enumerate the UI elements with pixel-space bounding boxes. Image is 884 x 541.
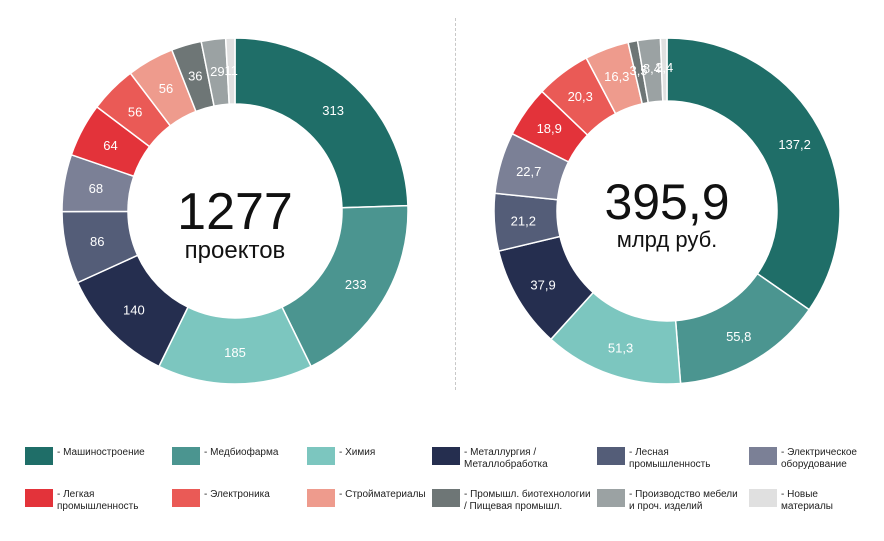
legend-swatch — [749, 447, 777, 465]
legend-label: - Лесная промышленность — [629, 447, 711, 470]
legend-label: - Машиностроение — [57, 447, 145, 458]
legend-swatch — [307, 489, 335, 507]
slice-label-0: 313 — [322, 103, 344, 118]
slice-label-1: 55,8 — [726, 329, 751, 344]
slice-label-4: 21,2 — [511, 213, 536, 228]
slice-label-8: 56 — [159, 81, 173, 96]
legend-label: - Электроника — [204, 489, 270, 500]
legend-swatch — [25, 489, 53, 507]
chart-divider — [455, 18, 456, 390]
legend-item: - Машиностроение — [25, 447, 145, 465]
legend-item: - Стройматериалы — [307, 489, 426, 507]
slice-label-4: 86 — [90, 234, 104, 249]
legend-item: - Медбиофарма — [172, 447, 278, 465]
legend-swatch — [432, 447, 460, 465]
legend-swatch — [172, 489, 200, 507]
slice-label-2: 185 — [224, 345, 246, 360]
slice-label-9: 36 — [188, 69, 202, 84]
slice-label-2: 51,3 — [608, 340, 633, 355]
slice-label-6: 18,9 — [537, 121, 562, 136]
legend-label: - Легкая промышленность — [57, 489, 139, 512]
slice-label-9: 3,5 — [629, 63, 647, 78]
slice-label-11: 11 — [224, 63, 238, 78]
slice-label-11: 2,4 — [655, 60, 673, 75]
legend-swatch — [307, 447, 335, 465]
slice-label-7: 56 — [128, 104, 142, 119]
legend-swatch — [172, 447, 200, 465]
slice-label-0: 137,2 — [778, 137, 811, 152]
legend-label: - Промышл. биотехнологии / Пищевая промы… — [464, 489, 591, 512]
slice-label-3: 37,9 — [530, 277, 555, 292]
slice-label-5: 68 — [89, 181, 103, 196]
legend-label: - Медбиофарма — [204, 447, 279, 458]
slice-label-3: 140 — [123, 302, 145, 317]
slice-label-5: 22,7 — [516, 164, 541, 179]
slice-label-1: 233 — [345, 277, 367, 292]
legend-item: - Лесная промышленность — [597, 447, 710, 471]
slice-label-8: 16,3 — [604, 69, 629, 84]
legend-item: - Производство мебели и проч. изделий — [597, 489, 738, 513]
legend-item: - Электроника — [172, 489, 270, 507]
legend-label: - Новые материалы — [781, 489, 833, 512]
legend-swatch — [25, 447, 53, 465]
legend-item: - Новые материалы — [749, 489, 833, 513]
slice-label-10: 8,4 — [643, 61, 661, 76]
legend-label: - Электрическое оборудование — [781, 447, 857, 470]
slice-label-10: 29 — [210, 64, 224, 79]
slice-0 — [234, 37, 409, 209]
legend-item: - Электрическое оборудование — [749, 447, 857, 471]
donut-chart-investment: 137,2 55,8 51,3 37,9 21,2 22,7 18,9 20,3 16,3 3,5… — [493, 37, 841, 385]
donut-charts: 313 233 185 140 86 68 64 56 56 36 29 11 1277проектов… — [61, 37, 841, 385]
legend-item: - Металлургия / Металлобработка — [432, 447, 548, 471]
legend-label: - Металлургия / Металлобработка — [464, 447, 548, 470]
center-value: 1277 — [177, 183, 293, 241]
slice-label-7: 20,3 — [568, 89, 593, 104]
legend-label: - Стройматериалы — [339, 489, 426, 500]
center-label: млрд руб. — [617, 227, 718, 252]
slice-11 — [224, 37, 236, 105]
legend-item: - Химия — [307, 447, 375, 465]
legend-swatch — [749, 489, 777, 507]
legend-label: - Химия — [339, 447, 376, 458]
slice-0 — [666, 37, 841, 311]
legend-item: - Промышл. биотехнологии / Пищевая промы… — [432, 489, 591, 513]
legend-swatch — [597, 489, 625, 507]
legend-item: - Легкая промышленность — [25, 489, 138, 513]
center-label: проектов — [185, 237, 286, 264]
legend-swatch — [432, 489, 460, 507]
slice-11 — [659, 37, 668, 102]
slice-label-6: 64 — [103, 138, 117, 153]
legend-swatch — [597, 447, 625, 465]
center-value: 395,9 — [604, 174, 729, 230]
legend-label: - Производство мебели и проч. изделий — [629, 489, 738, 512]
